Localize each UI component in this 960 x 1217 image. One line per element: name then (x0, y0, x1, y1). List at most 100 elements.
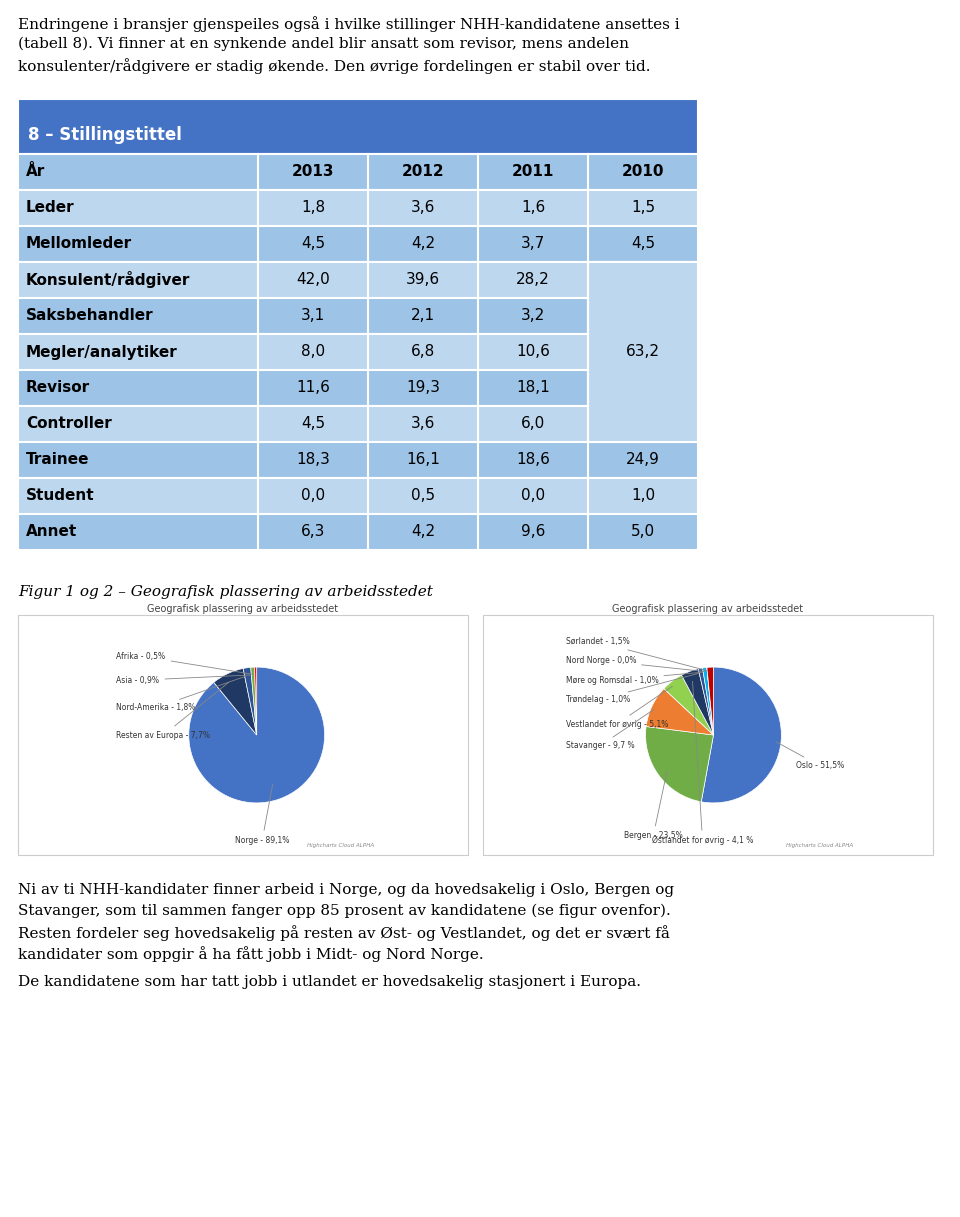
Text: Oslo - 51,5%: Oslo - 51,5% (776, 741, 844, 770)
Text: Norge - 89,1%: Norge - 89,1% (235, 784, 289, 845)
Text: Vestlandet for øvrig - 5,1%: Vestlandet for øvrig - 5,1% (565, 686, 673, 729)
Text: 6,8: 6,8 (411, 344, 435, 359)
Wedge shape (707, 667, 713, 735)
Bar (18, 226, 698, 262)
Text: Leder: Leder (26, 201, 75, 215)
Text: Afrika - 0,5%: Afrika - 0,5% (116, 651, 253, 674)
Text: Resten av Europa - 7,7%: Resten av Europa - 7,7% (116, 683, 228, 740)
Text: 3,1: 3,1 (300, 308, 325, 324)
Text: Trainee: Trainee (26, 453, 89, 467)
Bar (18, 262, 698, 298)
Text: 3,6: 3,6 (411, 201, 435, 215)
Text: 10,6: 10,6 (516, 344, 550, 359)
Text: 19,3: 19,3 (406, 381, 440, 396)
Text: Stavanger - 9,7 %: Stavanger - 9,7 % (565, 710, 654, 751)
Wedge shape (664, 675, 713, 735)
Text: 0,5: 0,5 (411, 488, 435, 504)
Text: 3,7: 3,7 (521, 236, 545, 252)
Text: 2011: 2011 (512, 164, 554, 179)
Text: Sørlandet - 1,5%: Sørlandet - 1,5% (565, 638, 708, 671)
Text: Controller: Controller (26, 416, 111, 432)
Text: År: År (26, 164, 45, 179)
Text: 8 – Stillingstittel: 8 – Stillingstittel (28, 125, 181, 144)
Text: 4,2: 4,2 (411, 236, 435, 252)
Text: 1,6: 1,6 (521, 201, 545, 215)
Bar (588, 262, 698, 442)
Text: Endringene i bransjer gjenspeiles også i hvilke stillinger NHH-kandidatene anset: Endringene i bransjer gjenspeiles også i… (18, 16, 680, 32)
Text: Annet: Annet (26, 525, 77, 539)
Wedge shape (645, 727, 713, 802)
Wedge shape (698, 668, 713, 735)
Text: 6,0: 6,0 (521, 416, 545, 432)
Text: Konsulent/rådgiver: Konsulent/rådgiver (26, 271, 190, 288)
Text: Østlandet for øvrig - 4,1 %: Østlandet for øvrig - 4,1 % (652, 682, 754, 845)
Text: Highcharts Cloud ALPHA: Highcharts Cloud ALPHA (786, 842, 852, 848)
Wedge shape (189, 667, 324, 803)
Text: 1,5: 1,5 (631, 201, 655, 215)
Text: 11,6: 11,6 (296, 381, 330, 396)
Text: Revisor: Revisor (26, 381, 90, 396)
Text: Highcharts Cloud ALPHA: Highcharts Cloud ALPHA (307, 842, 374, 848)
Text: 9,6: 9,6 (521, 525, 545, 539)
Text: Møre og Romsdal - 1,0%: Møre og Romsdal - 1,0% (565, 672, 703, 685)
Text: 42,0: 42,0 (296, 273, 330, 287)
Wedge shape (243, 667, 256, 735)
Text: 2010: 2010 (622, 164, 664, 179)
Title: Geografisk plassering av arbeidsstedet: Geografisk plassering av arbeidsstedet (148, 604, 339, 613)
Bar (18, 190, 698, 226)
Text: 28,2: 28,2 (516, 273, 550, 287)
Bar (483, 615, 933, 856)
Bar (18, 99, 698, 155)
Text: 8,0: 8,0 (300, 344, 325, 359)
Wedge shape (707, 667, 713, 735)
Text: 4,2: 4,2 (411, 525, 435, 539)
Text: 4,5: 4,5 (300, 416, 325, 432)
Text: Trøndelag - 1,0%: Trøndelag - 1,0% (565, 673, 699, 705)
Text: 1,0: 1,0 (631, 488, 655, 504)
Text: Megler/analytiker: Megler/analytiker (26, 344, 178, 359)
Wedge shape (214, 668, 256, 735)
Text: 3,6: 3,6 (411, 416, 435, 432)
Wedge shape (682, 669, 713, 735)
Text: Asia - 0,9%: Asia - 0,9% (116, 675, 251, 685)
Text: 2012: 2012 (401, 164, 444, 179)
Text: Nord Norge - 0,0%: Nord Norge - 0,0% (565, 656, 705, 672)
Text: 4,5: 4,5 (631, 236, 655, 252)
Bar (18, 514, 698, 550)
Text: 24,9: 24,9 (626, 453, 660, 467)
Text: Stavanger, som til sammen fanger opp 85 prosent av kandidatene (se figur ovenfor: Stavanger, som til sammen fanger opp 85 … (18, 904, 671, 919)
Text: Bergen - 23,5%: Bergen - 23,5% (624, 772, 683, 841)
Text: De kandidatene som har tatt jobb i utlandet er hovedsakelig stasjonert i Europa.: De kandidatene som har tatt jobb i utlan… (18, 975, 641, 989)
Wedge shape (703, 667, 713, 735)
Bar (18, 478, 698, 514)
Bar (18, 442, 698, 478)
Text: Figur 1 og 2 – Geografisk plassering av arbeidsstedet: Figur 1 og 2 – Geografisk plassering av … (18, 585, 433, 599)
Bar (18, 615, 468, 856)
Text: 18,3: 18,3 (296, 453, 330, 467)
Text: Ni av ti NHH-kandidater finner arbeid i Norge, og da hovedsakelig i Oslo, Bergen: Ni av ti NHH-kandidater finner arbeid i … (18, 884, 674, 897)
Text: 2013: 2013 (292, 164, 334, 179)
Wedge shape (701, 667, 781, 803)
Text: 0,0: 0,0 (300, 488, 325, 504)
Text: (tabell 8). Vi finner at en synkende andel blir ansatt som revisor, mens andelen: (tabell 8). Vi finner at en synkende and… (18, 37, 629, 51)
Wedge shape (251, 667, 256, 735)
Text: 2,1: 2,1 (411, 308, 435, 324)
Text: konsulenter/rådgivere er stadig økende. Den øvrige fordelingen er stabil over ti: konsulenter/rådgivere er stadig økende. … (18, 58, 651, 74)
Text: Nord-Amerika - 1,8%: Nord-Amerika - 1,8% (116, 677, 246, 712)
Bar (18, 333, 698, 370)
Text: 1,8: 1,8 (300, 201, 325, 215)
Text: 18,6: 18,6 (516, 453, 550, 467)
Text: Saksbehandler: Saksbehandler (26, 308, 154, 324)
Text: 18,1: 18,1 (516, 381, 550, 396)
Text: 4,5: 4,5 (300, 236, 325, 252)
Text: 6,3: 6,3 (300, 525, 325, 539)
Text: 5,0: 5,0 (631, 525, 655, 539)
Text: 3,2: 3,2 (521, 308, 545, 324)
Text: Mellomleder: Mellomleder (26, 236, 132, 252)
Text: Student: Student (26, 488, 95, 504)
Text: kandidater som oppgir å ha fått jobb i Midt- og Nord Norge.: kandidater som oppgir å ha fått jobb i M… (18, 946, 484, 961)
Text: 39,6: 39,6 (406, 273, 440, 287)
Text: 63,2: 63,2 (626, 344, 660, 359)
Bar (18, 370, 698, 406)
Bar (18, 298, 698, 333)
